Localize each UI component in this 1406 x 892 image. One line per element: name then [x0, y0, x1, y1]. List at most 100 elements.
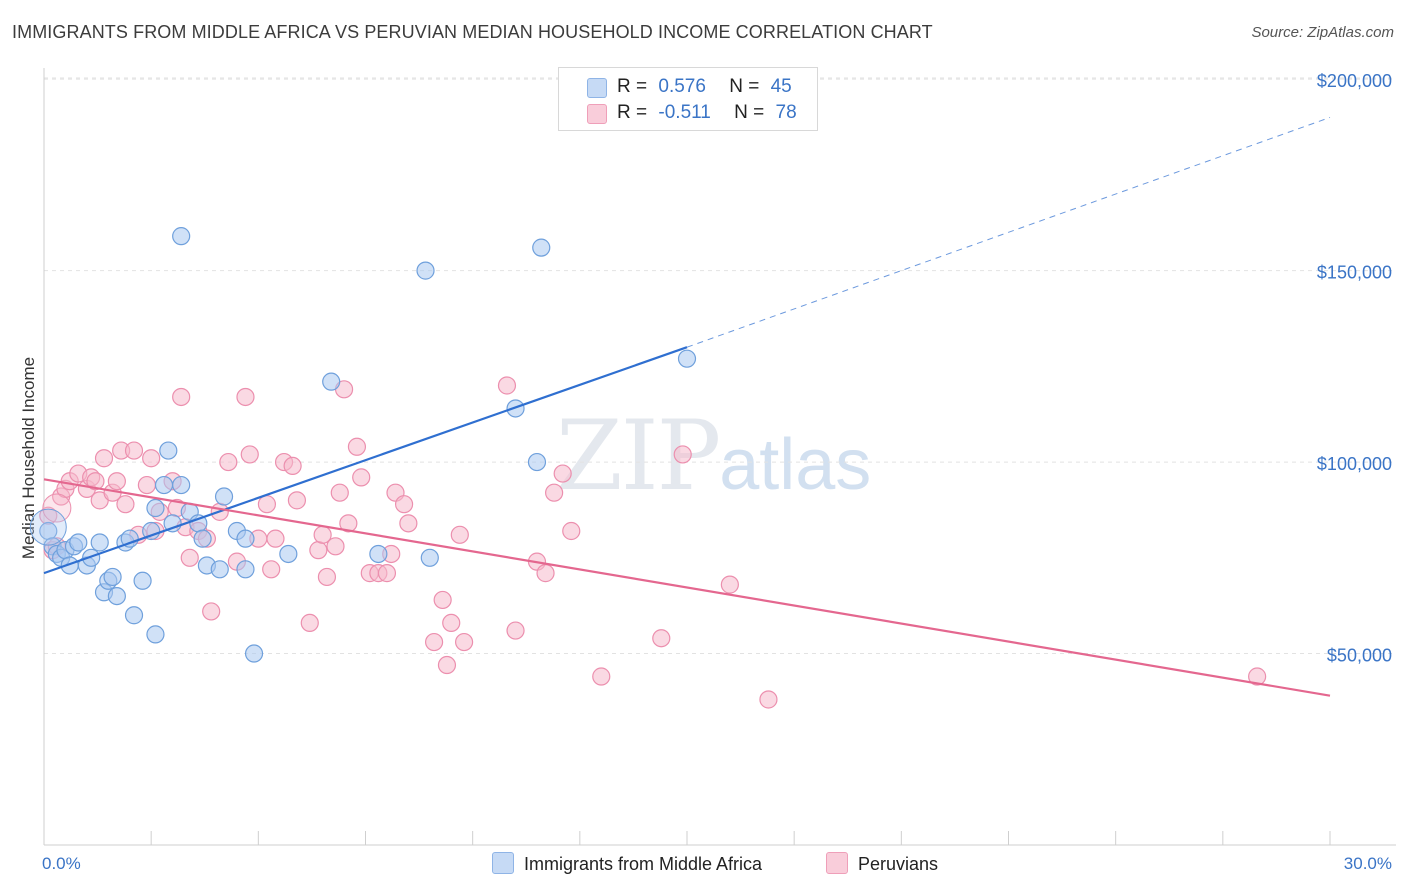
point-peruvians [262, 560, 281, 579]
point-immigrants-middle-africa [236, 529, 255, 548]
point-immigrants-middle-africa [279, 544, 298, 564]
point-immigrants-middle-africa [244, 644, 264, 663]
point-peruvians [116, 495, 135, 514]
legend-n-pink: 78 [775, 102, 797, 123]
point-peruvians [720, 575, 739, 594]
y-tick-label: $100,000 [1317, 454, 1392, 474]
point-peruvians [219, 452, 238, 472]
point-peruvians [673, 445, 692, 464]
y-tick-label: $150,000 [1317, 263, 1392, 283]
point-peruvians [1248, 667, 1267, 686]
point-peruvians [497, 376, 517, 395]
point-immigrants-middle-africa [420, 548, 439, 567]
point-peruvians [437, 655, 457, 675]
point-immigrants-middle-africa [133, 571, 152, 590]
point-peruvians [454, 632, 474, 652]
legend-swatch-pink [587, 104, 607, 124]
point-peruvians [309, 541, 328, 560]
y-tick-label: $200,000 [1317, 71, 1392, 91]
point-immigrants-middle-africa [416, 261, 435, 280]
point-immigrants-middle-africa [159, 441, 178, 460]
watermark-atlas: atlas [719, 425, 872, 505]
point-immigrants-middle-africa [369, 544, 388, 564]
source-label: Source: ZipAtlas.com [1251, 24, 1394, 41]
series-immigrants-middle-africa [29, 227, 697, 663]
point-peruvians [553, 464, 572, 483]
point-peruvians [424, 632, 444, 652]
point-peruvians [562, 521, 581, 541]
y-tick-label: $50,000 [1327, 646, 1392, 666]
point-peruvians [506, 621, 525, 640]
point-peruvians [759, 690, 778, 709]
point-immigrants-middle-africa [527, 452, 547, 472]
trend-line-immigrants-middle-africa [43, 346, 688, 575]
point-immigrants-middle-africa [82, 548, 101, 567]
legend-r-label: R = [617, 102, 648, 123]
point-immigrants-middle-africa [172, 475, 191, 495]
point-peruvians [450, 525, 469, 544]
point-immigrants-middle-africa [146, 498, 165, 518]
tick-labels: $50,000 $100,000 $150,000 $200,000 0.0% 30.0% [42, 71, 1392, 873]
point-cluster-pink [42, 493, 72, 523]
point-immigrants-middle-africa [103, 567, 122, 587]
point-immigrants-middle-africa [210, 560, 229, 579]
point-peruvians [180, 548, 199, 567]
point-immigrants-middle-africa [172, 227, 191, 246]
watermark-zip: ZIP [556, 400, 721, 512]
bottom-legend-label-blue: Immigrants from Middle Africa [524, 854, 763, 874]
axes [43, 68, 1396, 846]
point-immigrants-middle-africa [677, 349, 697, 368]
bottom-legend-label-pink: Peruvians [858, 854, 939, 874]
trend-lines [43, 116, 1331, 697]
correlation-legend: R = 0.576 N = 45 R = -0.511 N = 78 [558, 67, 818, 131]
point-immigrants-middle-africa [214, 487, 234, 506]
legend-swatch-blue [587, 78, 607, 98]
point-peruvians [652, 629, 671, 648]
point-immigrants-middle-africa [142, 521, 161, 541]
bottom-legend-pink: Peruvians [826, 852, 938, 875]
trend-line-peruvians [43, 478, 1331, 697]
point-peruvians [86, 472, 105, 491]
point-peruvians [236, 387, 255, 407]
point-immigrants-middle-africa [322, 372, 341, 391]
legend-n-blue: 45 [770, 76, 792, 97]
point-peruvians [240, 445, 259, 464]
point-peruvians [142, 449, 161, 468]
legend-r-blue: 0.576 [658, 76, 706, 97]
point-peruvians [137, 475, 156, 495]
point-peruvians [377, 564, 397, 583]
point-immigrants-middle-africa [69, 533, 88, 552]
x-tick-label: 0.0% [42, 854, 81, 873]
point-peruvians [592, 667, 611, 686]
point-peruvians [266, 529, 285, 548]
point-peruvians [202, 602, 221, 621]
x-tick-label: 30.0% [1344, 854, 1392, 873]
point-peruvians [317, 567, 337, 587]
point-peruvians [107, 472, 126, 491]
point-peruvians [545, 483, 564, 502]
point-immigrants-middle-africa [532, 238, 551, 257]
point-immigrants-middle-africa [193, 529, 212, 548]
point-immigrants-middle-africa [236, 560, 255, 579]
point-peruvians [330, 483, 349, 502]
bottom-legend-swatch-blue [492, 852, 514, 874]
point-peruvians [536, 564, 555, 583]
point-immigrants-middle-africa [120, 529, 139, 548]
point-peruvians [352, 468, 371, 487]
point-peruvians [257, 495, 277, 514]
point-immigrants-middle-africa [124, 606, 144, 625]
point-immigrants-middle-africa [107, 586, 126, 606]
point-peruvians [94, 449, 114, 468]
point-peruvians [172, 387, 191, 407]
chart-title: IMMIGRANTS FROM MIDDLE AFRICA VS PERUVIA… [12, 22, 933, 42]
point-peruvians [394, 495, 414, 514]
series-peruvians [39, 376, 1267, 709]
point-peruvians [124, 441, 144, 460]
legend-r-pink: -0.511 [658, 102, 711, 123]
point-immigrants-middle-africa [146, 625, 165, 644]
bottom-legend-blue: Immigrants from Middle Africa [492, 852, 762, 875]
bottom-legend-swatch-pink [826, 852, 848, 874]
point-peruvians [300, 613, 319, 633]
point-peruvians [287, 491, 307, 510]
